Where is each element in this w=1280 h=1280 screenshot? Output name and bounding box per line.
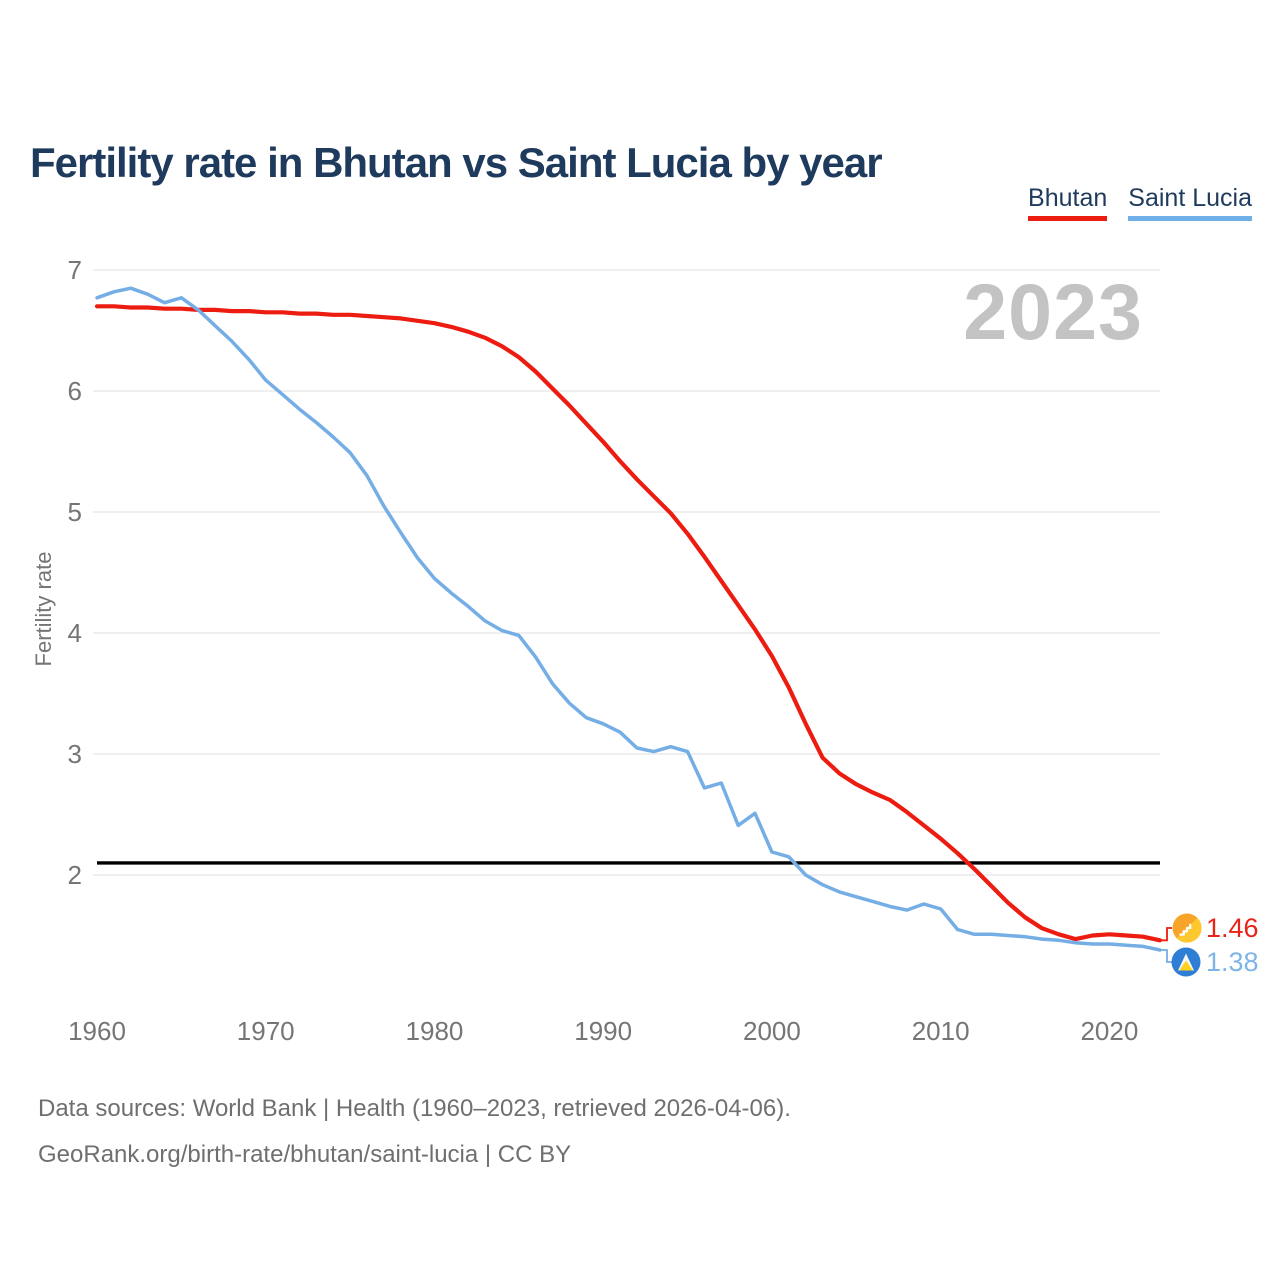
x-tick-label: 1990 <box>574 1016 632 1046</box>
end-value-saint-lucia: 1.38 <box>1206 947 1259 977</box>
series-line-saint-lucia <box>95 286 1162 952</box>
x-tick-label: 2020 <box>1080 1016 1138 1046</box>
chart-title: Fertility rate in Bhutan vs Saint Lucia … <box>30 139 883 187</box>
x-tick-label: 1970 <box>237 1016 295 1046</box>
footer-url-line: GeoRank.org/birth-rate/bhutan/saint-luci… <box>38 1141 572 1168</box>
y-tick-label: 7 <box>68 255 82 285</box>
watermark-year: 2023 <box>963 267 1143 356</box>
bhutan-flag-icon <box>1172 913 1202 943</box>
y-tick-label: 3 <box>68 739 82 769</box>
end-connector-saint-lucia <box>1160 949 1172 963</box>
y-tick-label: 4 <box>68 618 82 648</box>
legend: Bhutan Saint Lucia <box>1028 184 1252 221</box>
x-tick-label: 2010 <box>912 1016 970 1046</box>
y-tick-label: 5 <box>68 497 82 527</box>
footer-source-line: Data sources: World Bank | Health (1960–… <box>38 1095 791 1122</box>
legend-item-bhutan[interactable]: Bhutan <box>1028 184 1108 221</box>
y-tick-label: 2 <box>68 860 82 890</box>
series-line-bhutan <box>94 304 1163 943</box>
legend-item-saint-lucia[interactable]: Saint Lucia <box>1128 184 1252 221</box>
y-tick-label: 6 <box>68 376 82 406</box>
end-connector-bhutan <box>1160 927 1172 942</box>
saint-lucia-flag-icon <box>1171 947 1201 977</box>
x-tick-label: 2000 <box>743 1016 801 1046</box>
end-value-bhutan: 1.46 <box>1206 913 1259 943</box>
x-tick-label: 1960 <box>68 1016 126 1046</box>
footer: Data sources: World Bank | Health (1960–… <box>38 1086 791 1178</box>
x-tick-label: 1980 <box>406 1016 464 1046</box>
